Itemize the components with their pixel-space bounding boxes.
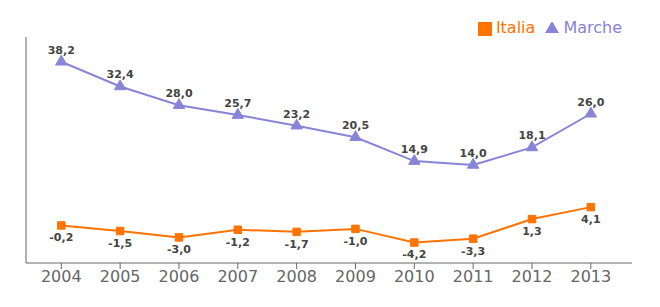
svg-text:-1,2: -1,2 (226, 236, 250, 249)
svg-text:-1,0: -1,0 (343, 235, 367, 248)
svg-text:4,1: 4,1 (581, 213, 601, 226)
svg-text:2011: 2011 (453, 267, 494, 286)
svg-text:26,0: 26,0 (577, 96, 604, 109)
svg-text:1,3: 1,3 (522, 225, 542, 238)
svg-text:25,7: 25,7 (224, 97, 251, 110)
svg-text:2006: 2006 (159, 267, 200, 286)
svg-text:2013: 2013 (570, 267, 611, 286)
svg-text:2009: 2009 (335, 267, 376, 286)
svg-text:38,2: 38,2 (48, 44, 75, 57)
svg-text:2012: 2012 (512, 267, 553, 286)
svg-text:2005: 2005 (100, 267, 141, 286)
svg-text:-0,2: -0,2 (49, 231, 73, 244)
svg-text:28,0: 28,0 (165, 87, 192, 100)
svg-text:-4,2: -4,2 (402, 248, 426, 261)
svg-text:-1,7: -1,7 (285, 238, 309, 251)
svg-text:18,1: 18,1 (518, 129, 545, 142)
svg-text:32,4: 32,4 (107, 68, 134, 81)
svg-text:14,9: 14,9 (401, 143, 428, 156)
html-text:Marche: Marche (563, 18, 622, 37)
svg-text:-3,3: -3,3 (461, 245, 485, 258)
svg-text:23,2: 23,2 (283, 108, 310, 121)
svg-text:2008: 2008 (276, 267, 317, 286)
svg-text:2010: 2010 (394, 267, 435, 286)
svg-text:14,0: 14,0 (460, 147, 487, 160)
svg-text:2004: 2004 (41, 267, 82, 286)
svg-text:-1,5: -1,5 (108, 237, 132, 250)
svg-text:-3,0: -3,0 (167, 243, 191, 256)
svg-text:2007: 2007 (217, 267, 258, 286)
html-text:Italia: Italia (495, 18, 536, 37)
svg-text:20,5: 20,5 (342, 119, 369, 132)
